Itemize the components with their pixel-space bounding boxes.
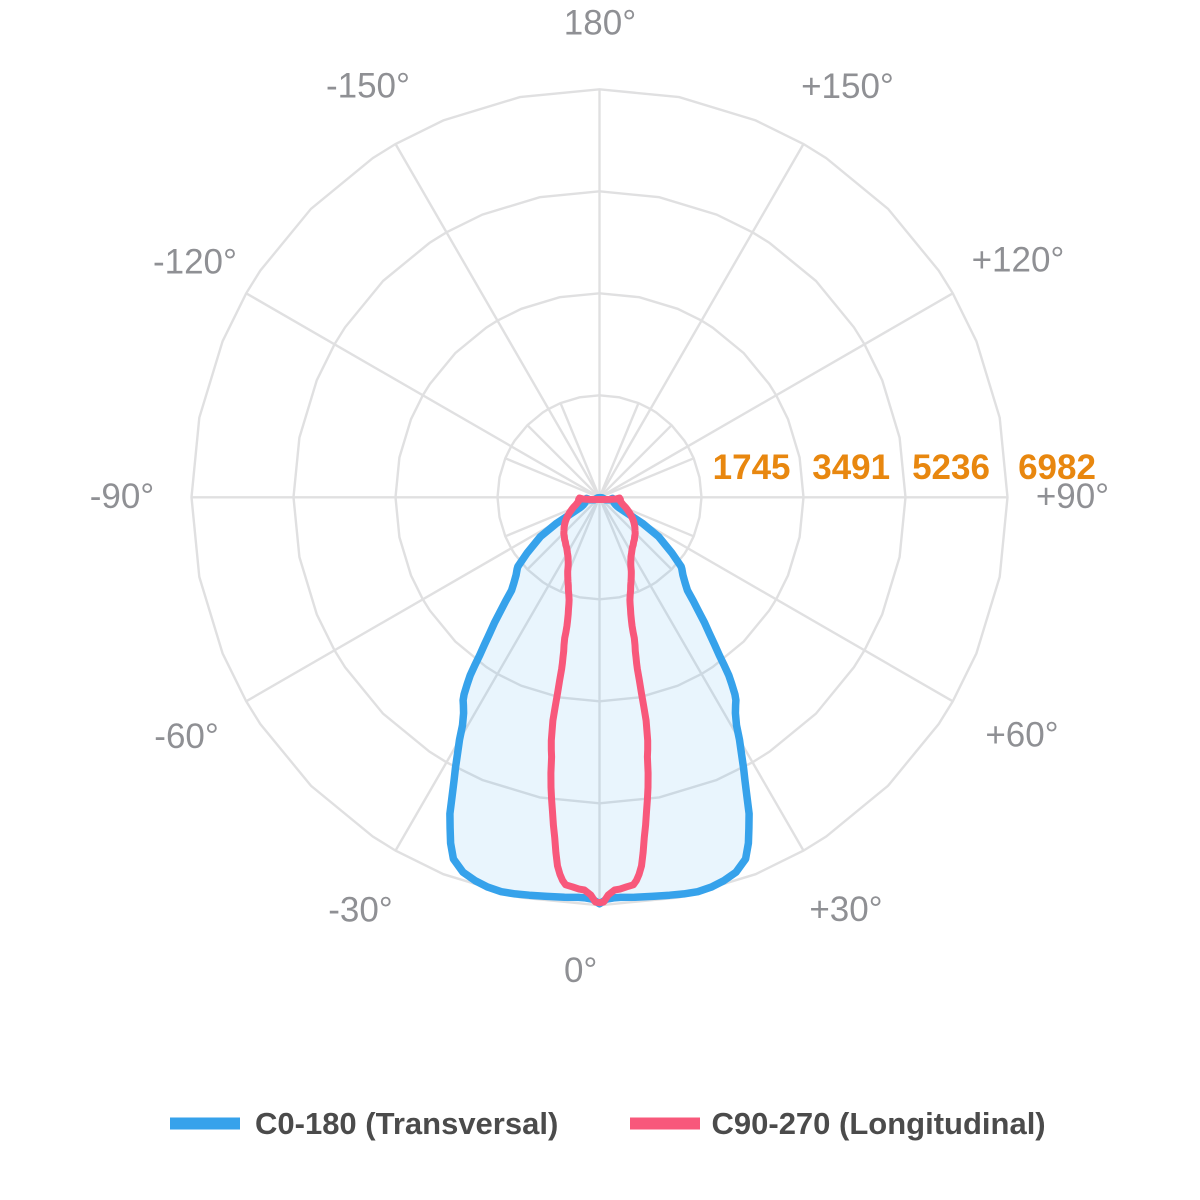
svg-text:3491: 3491 [812,448,890,487]
svg-text:+60°: +60° [985,716,1058,755]
svg-text:0°: 0° [564,951,597,990]
svg-text:-60°: -60° [154,717,219,756]
svg-text:-30°: -30° [328,890,393,929]
svg-text:-90°: -90° [90,477,155,516]
svg-text:5236: 5236 [912,448,990,487]
svg-text:180°: 180° [564,4,636,43]
svg-text:+120°: +120° [972,241,1065,280]
svg-text:6982: 6982 [1018,448,1096,487]
svg-text:+30°: +30° [809,890,882,929]
svg-text:C90-270 (Longitudinal): C90-270 (Longitudinal) [712,1106,1046,1141]
svg-text:C0-180 (Transversal): C0-180 (Transversal) [255,1106,558,1141]
svg-text:+150°: +150° [801,67,894,106]
svg-text:-120°: -120° [153,243,237,282]
svg-text:+90°: +90° [1036,477,1109,516]
svg-text:-150°: -150° [326,67,410,106]
svg-text:1745: 1745 [713,448,791,487]
